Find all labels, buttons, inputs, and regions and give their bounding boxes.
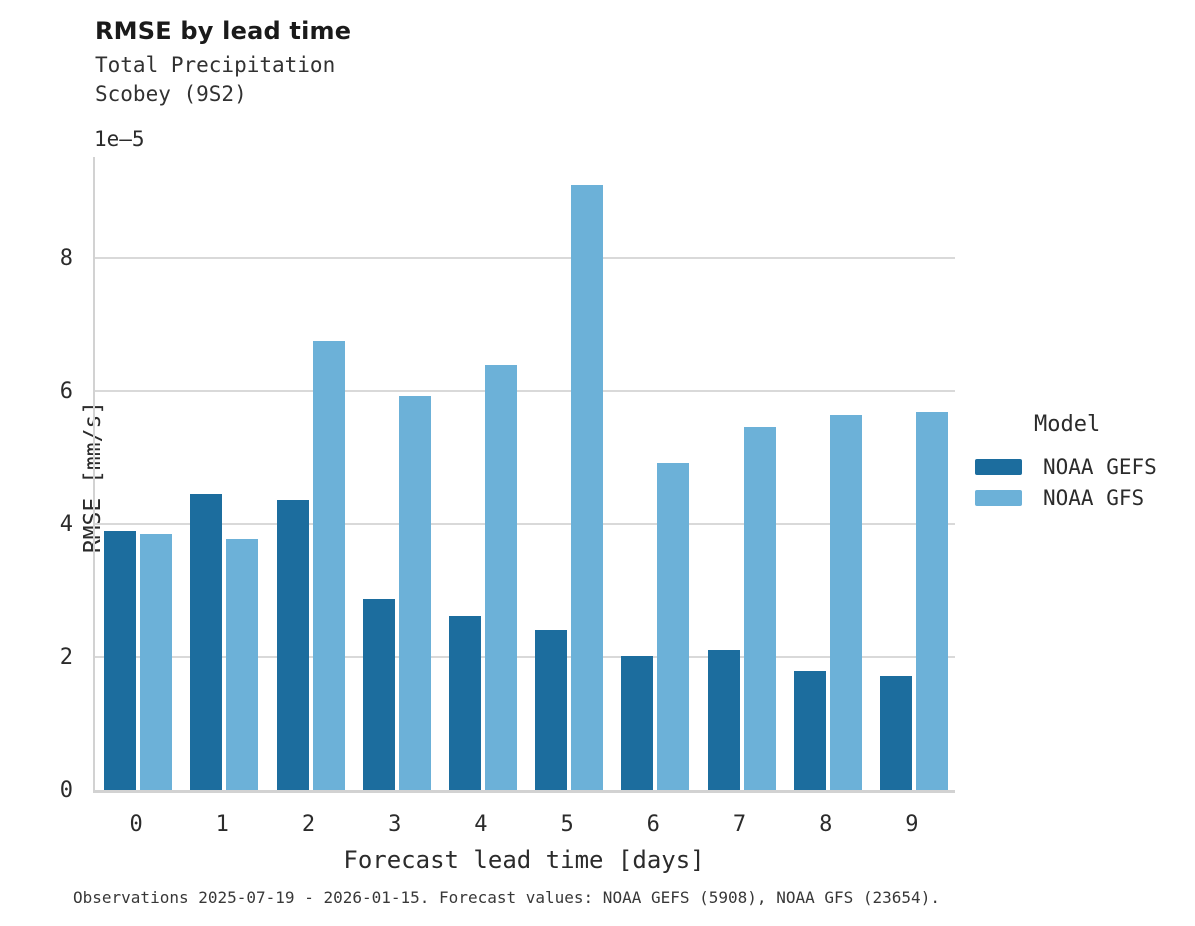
legend-entry-noaa-gfs: NOAA GFS bbox=[975, 482, 1157, 513]
legend: Model NOAA GEFS NOAA GFS bbox=[975, 412, 1157, 513]
y-tick-label-4: 4 bbox=[59, 512, 73, 538]
x-tick-label-1: 1 bbox=[215, 812, 229, 837]
bar-noaa-gfs-lead-5 bbox=[571, 185, 604, 790]
x-axis-label: Forecast lead time [days] bbox=[343, 846, 705, 874]
y-axis-offset-label: 1e–5 bbox=[94, 127, 145, 151]
bar-noaa-gefs-lead-8 bbox=[793, 671, 826, 790]
legend-title: Model bbox=[1034, 412, 1101, 437]
x-tick-label-0: 0 bbox=[129, 812, 143, 837]
x-tick-label-8: 8 bbox=[819, 812, 833, 837]
plot-area bbox=[93, 157, 955, 793]
bar-noaa-gfs-lead-4 bbox=[484, 364, 517, 790]
bar-noaa-gefs-lead-4 bbox=[448, 615, 481, 790]
bar-noaa-gfs-lead-9 bbox=[915, 411, 948, 790]
legend-label: NOAA GFS bbox=[1043, 485, 1145, 510]
bar-noaa-gfs-lead-7 bbox=[743, 427, 776, 790]
bar-noaa-gfs-lead-8 bbox=[829, 415, 862, 790]
bar-noaa-gefs-lead-2 bbox=[276, 500, 309, 790]
legend-entries: NOAA GEFS NOAA GFS bbox=[975, 451, 1157, 513]
bar-noaa-gefs-lead-1 bbox=[190, 493, 223, 790]
bar-noaa-gfs-lead-0 bbox=[140, 534, 173, 790]
bar-noaa-gefs-lead-0 bbox=[104, 530, 137, 790]
x-tick-label-2: 2 bbox=[301, 812, 316, 837]
y-tick-label-6: 6 bbox=[59, 379, 73, 405]
bar-noaa-gefs-lead-5 bbox=[535, 629, 568, 790]
x-tick-label-6: 6 bbox=[646, 812, 660, 837]
legend-label: NOAA GEFS bbox=[1043, 454, 1157, 479]
gridline-y-6 bbox=[95, 390, 955, 393]
bar-noaa-gfs-lead-1 bbox=[226, 538, 259, 790]
chart-title: RMSE by lead time bbox=[95, 17, 352, 45]
x-tick-label-4: 4 bbox=[474, 812, 488, 837]
y-tick-label-2: 2 bbox=[59, 645, 73, 671]
x-tick-label-9: 9 bbox=[905, 812, 919, 837]
bar-noaa-gefs-lead-6 bbox=[621, 655, 654, 790]
gridline-y-8 bbox=[95, 257, 955, 260]
bar-noaa-gfs-lead-6 bbox=[657, 463, 690, 790]
x-tick-label-3: 3 bbox=[388, 812, 402, 837]
x-tick-label-5: 5 bbox=[560, 812, 574, 837]
gridline-y-4 bbox=[95, 523, 955, 526]
x-tick-label-7: 7 bbox=[732, 812, 747, 837]
y-tick-label-0: 0 bbox=[59, 778, 73, 803]
footer-caption: Observations 2025-07-19 - 2026-01-15. Fo… bbox=[73, 888, 940, 907]
bar-noaa-gfs-lead-3 bbox=[398, 395, 431, 790]
bar-noaa-gfs-lead-2 bbox=[312, 340, 345, 790]
y-tick-label-8: 8 bbox=[59, 246, 73, 272]
subtitle-variable: Total Precipitation bbox=[95, 53, 336, 77]
legend-swatch bbox=[975, 458, 1022, 475]
legend-swatch bbox=[975, 489, 1022, 506]
subtitle-station: Scobey (9S2) bbox=[95, 82, 247, 106]
chart-subtitle: Total Precipitation Scobey (9S2) bbox=[95, 51, 335, 109]
legend-entry-noaa-gefs: NOAA GEFS bbox=[975, 451, 1157, 482]
gridline-y-2 bbox=[95, 656, 955, 659]
bar-noaa-gefs-lead-3 bbox=[362, 599, 395, 790]
bar-noaa-gefs-lead-7 bbox=[707, 649, 740, 790]
bar-noaa-gefs-lead-9 bbox=[879, 675, 912, 790]
